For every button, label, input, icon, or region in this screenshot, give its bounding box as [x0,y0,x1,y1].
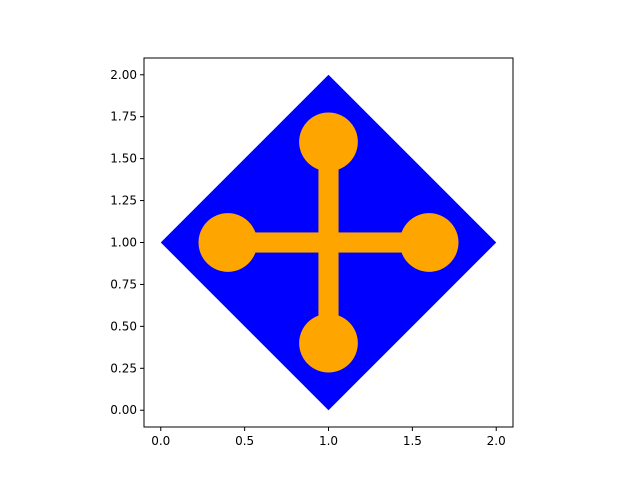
cross-end-circle-right [399,213,459,272]
plot-area [160,74,497,411]
cross-end-circle-bottom [299,313,358,373]
y-tick-label: 0.25 [110,361,137,375]
y-tick-label: 0.50 [110,319,137,333]
x-tick-label: 2.0 [487,434,506,448]
x-tick-label: 1.5 [403,434,422,448]
x-axis: 0.0 0.5 1.0 1.5 2.0 [151,427,506,448]
x-tick-label: 1.0 [319,434,338,448]
x-tick-label: 0.5 [235,434,254,448]
y-tick-label: 1.50 [110,152,137,166]
y-tick-label: 0.00 [110,403,137,417]
cross-vertical-bar [318,141,339,344]
x-tick-label: 0.0 [151,434,170,448]
y-tick-label: 1.00 [110,236,137,250]
y-tick-label: 0.75 [110,277,137,291]
y-tick-label: 2.00 [110,68,137,82]
cross-end-circle-top [299,112,358,172]
cross-end-circle-left [198,213,258,272]
y-tick-label: 1.25 [110,194,137,208]
y-axis: 0.00 0.25 0.50 0.75 1.00 1.25 1.50 1.75 2.00 [110,68,144,417]
y-tick-label: 1.75 [110,110,137,124]
